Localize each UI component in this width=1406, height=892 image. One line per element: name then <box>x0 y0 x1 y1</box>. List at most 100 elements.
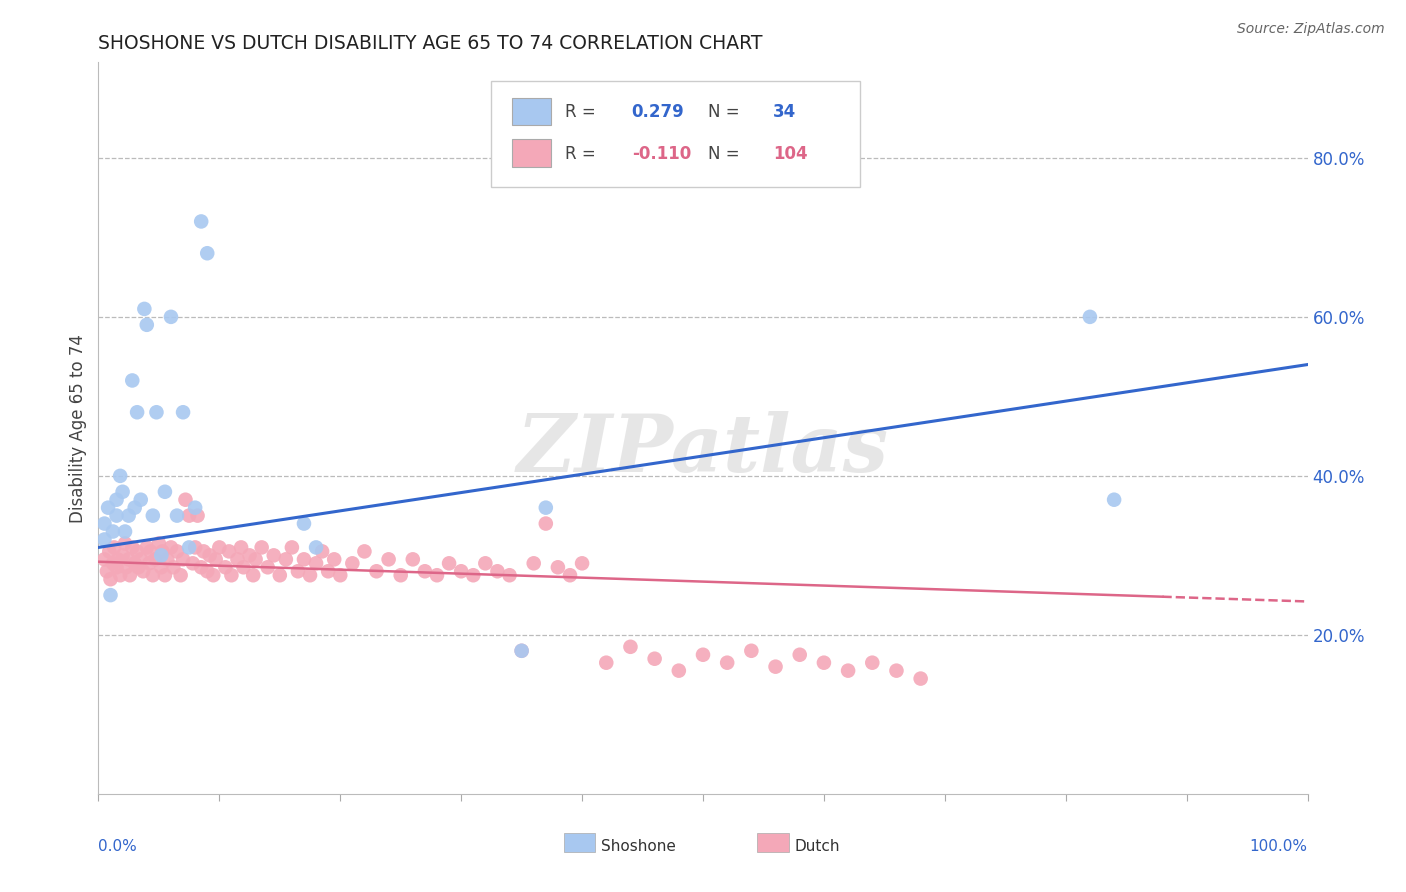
Point <box>124 557 146 571</box>
Point <box>135 541 157 555</box>
Point <box>181 557 204 571</box>
Point <box>245 552 267 566</box>
Point <box>474 557 496 571</box>
Point <box>226 552 249 566</box>
Point <box>105 508 128 523</box>
Point <box>138 557 160 571</box>
Point <box>93 552 115 566</box>
Point <box>208 541 231 555</box>
Point <box>129 552 152 566</box>
Point <box>644 651 666 665</box>
Point <box>108 468 131 483</box>
Point <box>169 568 191 582</box>
Point <box>813 656 835 670</box>
Point <box>250 541 273 555</box>
Text: Shoshone: Shoshone <box>602 839 676 855</box>
Point <box>437 557 460 571</box>
Text: R =: R = <box>565 103 596 121</box>
Point <box>114 524 136 539</box>
Point <box>129 492 152 507</box>
Point <box>100 572 122 586</box>
Point <box>523 557 546 571</box>
Point <box>97 500 120 515</box>
Point <box>160 310 183 324</box>
Point <box>534 516 557 531</box>
Point <box>111 549 134 563</box>
Point <box>366 564 388 578</box>
Point <box>214 560 236 574</box>
Text: N =: N = <box>707 103 740 121</box>
Text: 104: 104 <box>773 145 808 163</box>
Point <box>111 484 134 499</box>
Point <box>105 560 128 574</box>
Point <box>269 568 291 582</box>
Point <box>162 560 184 574</box>
Point <box>198 549 221 563</box>
Point <box>108 568 131 582</box>
Point <box>329 568 352 582</box>
Point <box>172 405 194 419</box>
Point <box>510 644 533 658</box>
Point <box>263 549 285 563</box>
Point <box>323 552 346 566</box>
Point <box>305 557 328 571</box>
Point <box>124 500 146 515</box>
Point <box>221 568 243 582</box>
Point <box>202 568 225 582</box>
Point <box>115 560 138 574</box>
Point <box>534 500 557 515</box>
Point <box>195 246 218 260</box>
Point <box>150 549 173 563</box>
Point <box>910 672 932 686</box>
Point <box>218 544 240 558</box>
Point <box>740 644 762 658</box>
Point <box>287 564 309 578</box>
Point <box>510 644 533 658</box>
Point <box>668 664 690 678</box>
Point <box>232 560 254 574</box>
Point <box>127 405 149 419</box>
Point <box>172 552 194 566</box>
Text: 100.0%: 100.0% <box>1250 839 1308 855</box>
Text: R =: R = <box>565 145 596 163</box>
Point <box>193 544 215 558</box>
Point <box>142 508 165 523</box>
Point <box>274 552 297 566</box>
Point <box>118 552 141 566</box>
Text: N =: N = <box>707 145 740 163</box>
Point <box>692 648 714 662</box>
Point <box>860 656 883 670</box>
Point <box>547 560 569 574</box>
Point <box>134 301 156 316</box>
Point <box>96 564 118 578</box>
Point <box>558 568 581 582</box>
Point <box>450 564 472 578</box>
Point <box>143 552 166 566</box>
Point <box>127 560 149 574</box>
Point <box>377 552 399 566</box>
Point <box>179 508 201 523</box>
Point <box>118 568 141 582</box>
Point <box>1078 310 1101 324</box>
Text: Source: ZipAtlas.com: Source: ZipAtlas.com <box>1237 22 1385 37</box>
Text: SHOSHONE VS DUTCH DISABILITY AGE 65 TO 74 CORRELATION CHART: SHOSHONE VS DUTCH DISABILITY AGE 65 TO 7… <box>98 34 763 53</box>
Point <box>93 533 115 547</box>
Point <box>107 552 129 566</box>
Point <box>716 656 738 670</box>
Text: -0.110: -0.110 <box>631 145 690 163</box>
Point <box>93 516 115 531</box>
Point <box>571 557 593 571</box>
Point <box>118 508 141 523</box>
Point <box>187 508 209 523</box>
Point <box>486 564 509 578</box>
Bar <box>512 139 551 167</box>
Point <box>292 552 315 566</box>
Point <box>105 492 128 507</box>
Point <box>150 560 173 574</box>
Text: Dutch: Dutch <box>794 839 841 855</box>
Point <box>195 564 218 578</box>
Point <box>160 541 183 555</box>
Point <box>174 492 197 507</box>
Point <box>789 648 811 662</box>
Point <box>413 564 436 578</box>
